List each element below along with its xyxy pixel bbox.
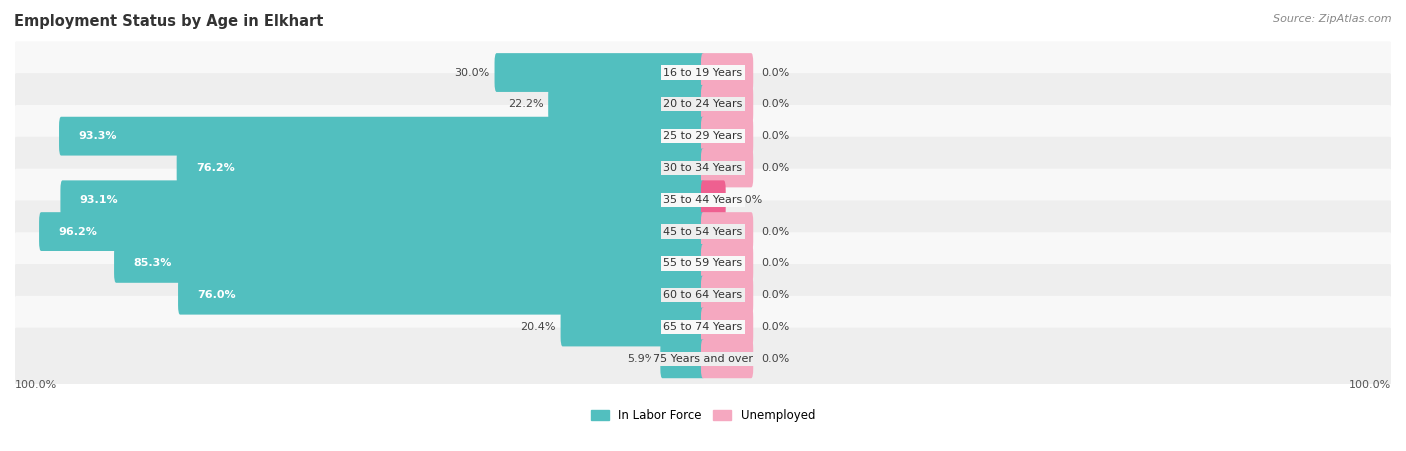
FancyBboxPatch shape (179, 276, 704, 315)
Text: 30.0%: 30.0% (454, 68, 489, 78)
FancyBboxPatch shape (495, 53, 704, 92)
FancyBboxPatch shape (60, 180, 704, 219)
Text: Source: ZipAtlas.com: Source: ZipAtlas.com (1274, 14, 1392, 23)
FancyBboxPatch shape (13, 232, 1393, 295)
Text: 16 to 19 Years: 16 to 19 Years (664, 68, 742, 78)
FancyBboxPatch shape (702, 308, 754, 346)
Text: 3.0%: 3.0% (734, 195, 762, 205)
Text: 0.0%: 0.0% (762, 226, 790, 237)
FancyBboxPatch shape (702, 53, 754, 92)
Text: 60 to 64 Years: 60 to 64 Years (664, 290, 742, 300)
FancyBboxPatch shape (13, 41, 1393, 104)
Text: 0.0%: 0.0% (762, 68, 790, 78)
FancyBboxPatch shape (561, 308, 704, 346)
Text: 100.0%: 100.0% (1348, 381, 1391, 391)
Legend: In Labor Force, Unemployed: In Labor Force, Unemployed (586, 405, 820, 427)
Text: 45 to 54 Years: 45 to 54 Years (664, 226, 742, 237)
FancyBboxPatch shape (702, 85, 754, 124)
Text: 93.3%: 93.3% (79, 131, 117, 141)
Text: 0.0%: 0.0% (762, 258, 790, 268)
FancyBboxPatch shape (702, 117, 754, 156)
Text: 25 to 29 Years: 25 to 29 Years (664, 131, 742, 141)
FancyBboxPatch shape (702, 148, 754, 187)
Text: 0.0%: 0.0% (762, 163, 790, 173)
FancyBboxPatch shape (13, 200, 1393, 263)
Text: 22.2%: 22.2% (508, 99, 543, 109)
FancyBboxPatch shape (702, 276, 754, 315)
Text: 65 to 74 Years: 65 to 74 Years (664, 322, 742, 332)
Text: 0.0%: 0.0% (762, 99, 790, 109)
FancyBboxPatch shape (548, 85, 704, 124)
Text: Employment Status by Age in Elkhart: Employment Status by Age in Elkhart (14, 14, 323, 28)
Text: 76.2%: 76.2% (195, 163, 235, 173)
Text: 96.2%: 96.2% (58, 226, 97, 237)
FancyBboxPatch shape (39, 212, 704, 251)
Text: 20 to 24 Years: 20 to 24 Years (664, 99, 742, 109)
FancyBboxPatch shape (13, 137, 1393, 199)
FancyBboxPatch shape (702, 180, 725, 219)
Text: 0.0%: 0.0% (762, 131, 790, 141)
Text: 0.0%: 0.0% (762, 354, 790, 364)
FancyBboxPatch shape (177, 148, 704, 187)
FancyBboxPatch shape (13, 105, 1393, 167)
FancyBboxPatch shape (59, 117, 704, 156)
FancyBboxPatch shape (661, 340, 704, 378)
FancyBboxPatch shape (13, 73, 1393, 135)
FancyBboxPatch shape (702, 340, 754, 378)
Text: 75 Years and over: 75 Years and over (652, 354, 754, 364)
Text: 0.0%: 0.0% (762, 322, 790, 332)
Text: 30 to 34 Years: 30 to 34 Years (664, 163, 742, 173)
Text: 76.0%: 76.0% (197, 290, 236, 300)
Text: 55 to 59 Years: 55 to 59 Years (664, 258, 742, 268)
FancyBboxPatch shape (114, 244, 704, 283)
FancyBboxPatch shape (13, 327, 1393, 390)
Text: 20.4%: 20.4% (520, 322, 555, 332)
FancyBboxPatch shape (13, 296, 1393, 358)
Text: 93.1%: 93.1% (80, 195, 118, 205)
FancyBboxPatch shape (13, 264, 1393, 327)
Text: 85.3%: 85.3% (134, 258, 172, 268)
FancyBboxPatch shape (13, 169, 1393, 231)
Text: 100.0%: 100.0% (15, 381, 58, 391)
Text: 5.9%: 5.9% (627, 354, 655, 364)
FancyBboxPatch shape (702, 244, 754, 283)
FancyBboxPatch shape (702, 212, 754, 251)
Text: 0.0%: 0.0% (762, 290, 790, 300)
Text: 35 to 44 Years: 35 to 44 Years (664, 195, 742, 205)
